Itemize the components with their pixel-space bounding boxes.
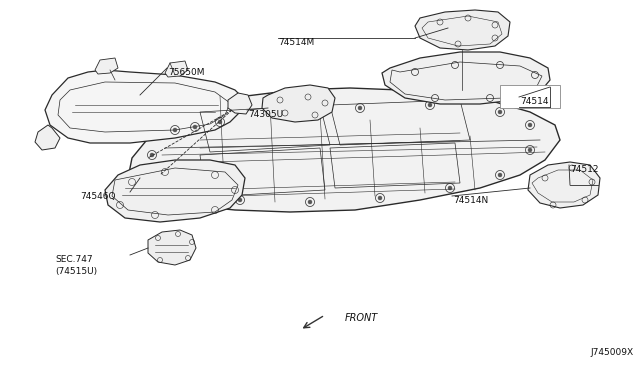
Polygon shape [45, 70, 245, 143]
Polygon shape [528, 162, 600, 208]
Circle shape [308, 200, 312, 204]
Circle shape [528, 148, 532, 152]
Circle shape [378, 196, 382, 200]
Circle shape [150, 153, 154, 157]
Circle shape [528, 123, 532, 127]
Circle shape [428, 103, 432, 107]
Text: 75650M: 75650M [168, 68, 205, 77]
Polygon shape [95, 58, 118, 74]
Circle shape [498, 110, 502, 114]
Polygon shape [35, 125, 60, 150]
Circle shape [173, 128, 177, 132]
Text: 74514N: 74514N [453, 196, 488, 205]
Text: 74512: 74512 [570, 165, 598, 174]
Circle shape [238, 198, 242, 202]
Text: FRONT: FRONT [345, 313, 378, 323]
Circle shape [288, 110, 292, 114]
Polygon shape [500, 85, 560, 108]
Polygon shape [148, 230, 196, 265]
Circle shape [498, 173, 502, 177]
Polygon shape [128, 88, 560, 212]
Polygon shape [382, 52, 550, 104]
Text: 74305U: 74305U [248, 110, 283, 119]
Polygon shape [165, 61, 188, 77]
Text: (74515U): (74515U) [55, 267, 97, 276]
Text: 74514: 74514 [520, 97, 548, 106]
Text: 74514M: 74514M [278, 38, 314, 47]
Circle shape [183, 190, 187, 194]
Circle shape [153, 173, 157, 177]
Circle shape [358, 106, 362, 110]
Circle shape [193, 125, 197, 129]
Polygon shape [105, 160, 245, 222]
Circle shape [448, 186, 452, 190]
Text: J745009X: J745009X [590, 348, 633, 357]
Polygon shape [415, 10, 510, 50]
Polygon shape [228, 93, 252, 114]
Text: 74546Q: 74546Q [80, 192, 115, 201]
Polygon shape [262, 85, 335, 122]
Circle shape [218, 120, 222, 124]
Text: SEC.747: SEC.747 [55, 255, 93, 264]
